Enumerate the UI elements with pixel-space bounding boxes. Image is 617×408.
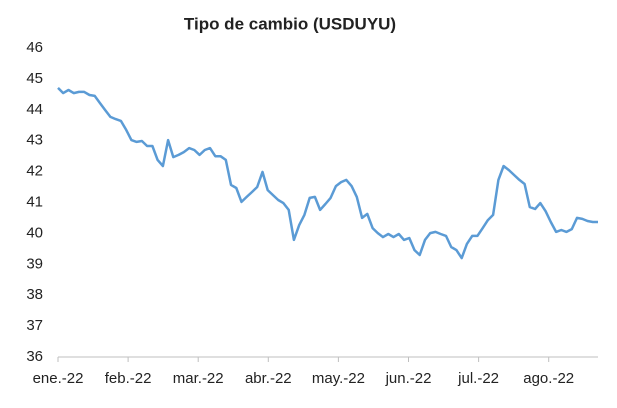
- x-tick-label: abr.-22: [245, 370, 292, 387]
- x-tick-label: mar.-22: [173, 370, 224, 387]
- y-tick-label: 41: [26, 193, 43, 210]
- y-tick-label: 37: [26, 317, 43, 334]
- x-tick-label: feb.-22: [105, 370, 152, 387]
- x-tick-label: ene.-22: [33, 370, 84, 387]
- x-tick-label: ago.-22: [523, 370, 574, 387]
- y-tick-label: 45: [26, 70, 43, 87]
- y-tick-label: 46: [26, 39, 43, 56]
- y-tick-label: 43: [26, 132, 43, 149]
- y-tick-label: 44: [26, 101, 43, 118]
- y-tick-label: 40: [26, 224, 43, 241]
- y-tick-label: 42: [26, 163, 43, 180]
- line-series: [57, 87, 598, 260]
- y-tick-label: 39: [26, 255, 43, 272]
- y-tick-label: 36: [26, 348, 43, 365]
- chart-title: Tipo de cambio (USDUYU): [184, 14, 396, 33]
- x-tick-label: jul.-22: [457, 370, 499, 387]
- x-tick-label: jun.-22: [385, 370, 432, 387]
- x-tick-label: may.-22: [312, 370, 365, 387]
- y-tick-label: 38: [26, 286, 43, 303]
